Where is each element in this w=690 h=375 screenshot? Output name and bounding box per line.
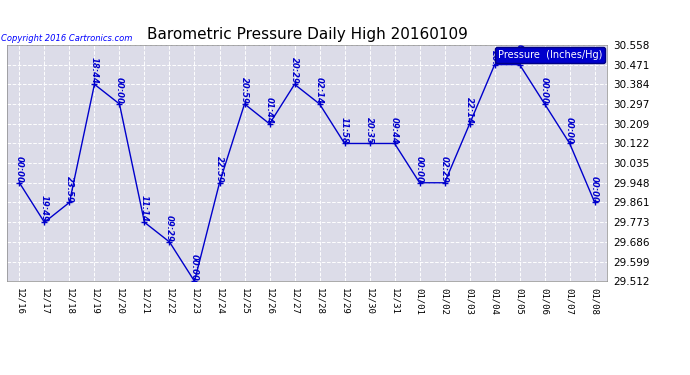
Text: 00:00: 00:00 [590, 176, 599, 202]
Text: 23:59: 23:59 [65, 176, 74, 202]
Text: 09:29: 09:29 [165, 215, 174, 242]
Text: 00:00: 00:00 [565, 117, 574, 144]
Text: 22:14: 22:14 [465, 97, 474, 124]
Text: 00:00: 00:00 [115, 77, 124, 104]
Text: 09:44: 09:44 [390, 117, 399, 144]
Text: Copyright 2016 Cartronics.com: Copyright 2016 Cartronics.com [1, 34, 132, 43]
Text: 20:35: 20:35 [365, 117, 374, 144]
Text: 19:49: 19:49 [40, 195, 49, 222]
Text: 02:29: 02:29 [440, 156, 449, 183]
Text: 20:: 20: [490, 50, 499, 64]
Text: 00:00: 00:00 [15, 156, 24, 183]
Text: 22:59: 22:59 [215, 156, 224, 183]
Title: Barometric Pressure Daily High 20160109: Barometric Pressure Daily High 20160109 [146, 27, 468, 42]
Legend: Pressure  (Inches/Hg): Pressure (Inches/Hg) [495, 47, 605, 63]
Text: 01:44: 01:44 [265, 97, 274, 124]
Text: 00:00: 00:00 [540, 77, 549, 104]
Text: 20:29: 20:29 [290, 57, 299, 84]
Text: 00:00: 00:00 [190, 254, 199, 281]
Text: 20:59: 20:59 [240, 77, 249, 104]
Text: 11:14: 11:14 [140, 195, 149, 222]
Text: 00:00: 00:00 [415, 156, 424, 183]
Text: 18:44: 18:44 [90, 57, 99, 84]
Text: 11:58: 11:58 [340, 117, 349, 144]
Text: 07:1: 07:1 [515, 44, 524, 64]
Text: 02:14: 02:14 [315, 77, 324, 104]
